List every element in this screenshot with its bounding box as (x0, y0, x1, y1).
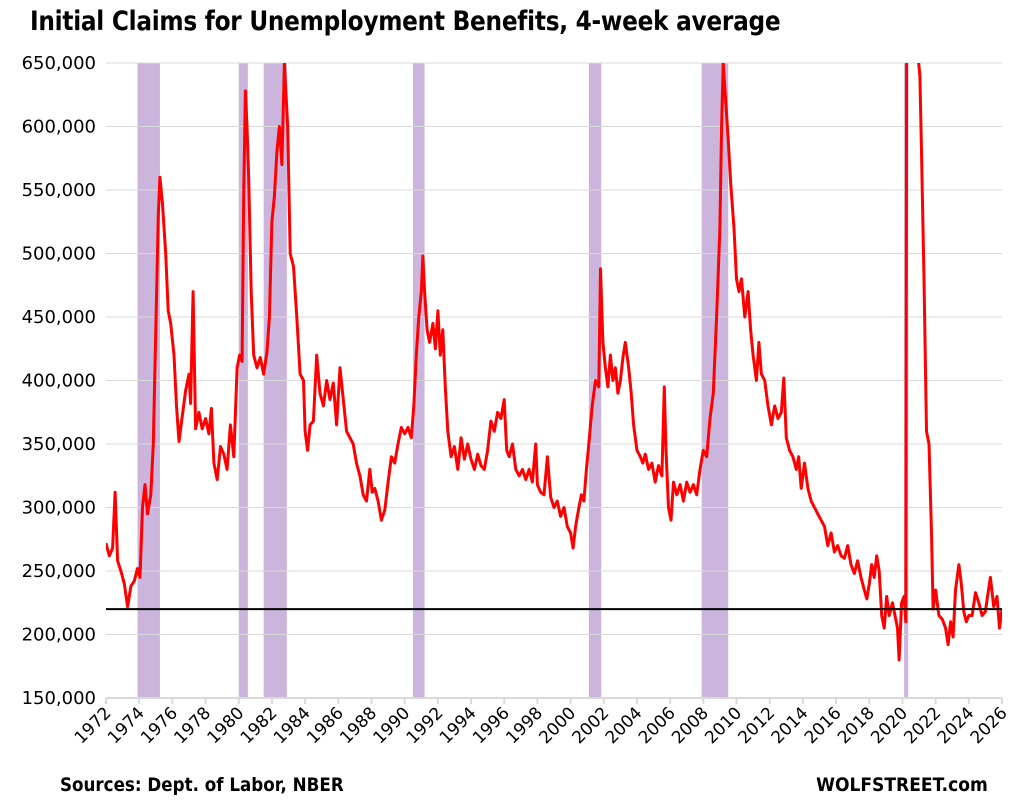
y-tick-label: 600,000 (22, 117, 96, 138)
y-axis: 150,000 200,000 250,000 300,000 350,000 400,0… (22, 53, 96, 709)
y-tick-label: 650,000 (22, 53, 96, 74)
x-tick-label: 2008 (668, 703, 713, 748)
x-tick-label: 2014 (768, 703, 813, 748)
x-tick-label: 2022 (900, 703, 945, 748)
y-tick-label: 550,000 (22, 180, 96, 201)
y-tick-label: 300,000 (22, 498, 96, 519)
y-tick-label: 500,000 (22, 244, 96, 265)
x-tick-label: 2012 (735, 703, 780, 748)
x-tick-label: 1988 (336, 703, 381, 748)
x-tick-label: 1992 (403, 703, 448, 748)
x-tick-label: 1972 (71, 703, 116, 748)
x-tick-label: 2000 (535, 703, 580, 748)
source-note: Sources: Dept. of Labor, NBER (60, 774, 344, 796)
x-tick-label: 1986 (303, 703, 348, 748)
x-tick-label: 1982 (237, 703, 282, 748)
y-tick-label: 200,000 (22, 625, 96, 646)
y-tick-label: 250,000 (22, 561, 96, 582)
x-tick-label: 1984 (270, 703, 315, 748)
y-tick-label: 450,000 (22, 307, 96, 328)
x-tick-label: 2018 (834, 703, 879, 748)
y-tick-label: 400,000 (22, 371, 96, 392)
x-tick-label: 1978 (170, 703, 215, 748)
x-tick-label: 2026 (967, 703, 1012, 748)
x-tick-label: 2006 (635, 703, 680, 748)
x-tick-label: 2024 (934, 703, 979, 748)
y-tick-label: 150,000 (22, 688, 96, 709)
x-tick-label: 1996 (469, 703, 514, 748)
x-tick-label: 2002 (569, 703, 614, 748)
x-tick-label: 2010 (701, 703, 746, 748)
brand-label: WOLFSTREET.com (816, 774, 988, 796)
x-tick-label: 1994 (436, 703, 481, 748)
claims-line (106, 63, 1002, 662)
claims-series (106, 63, 1002, 662)
x-tick-label: 1980 (204, 703, 249, 748)
x-tick-label: 2020 (867, 703, 912, 748)
x-tick-label: 2004 (602, 703, 647, 748)
x-tick-label: 1998 (502, 703, 547, 748)
chart-title: Initial Claims for Unemployment Benefits… (30, 6, 781, 37)
x-axis: 1972197419761978198019821984198619881990… (71, 697, 1012, 748)
x-tick-label: 2016 (801, 703, 846, 748)
y-tick-label: 350,000 (22, 434, 96, 455)
x-tick-label: 1990 (369, 703, 414, 748)
x-tick-label: 1976 (137, 703, 182, 748)
x-tick-label: 1974 (104, 703, 149, 748)
